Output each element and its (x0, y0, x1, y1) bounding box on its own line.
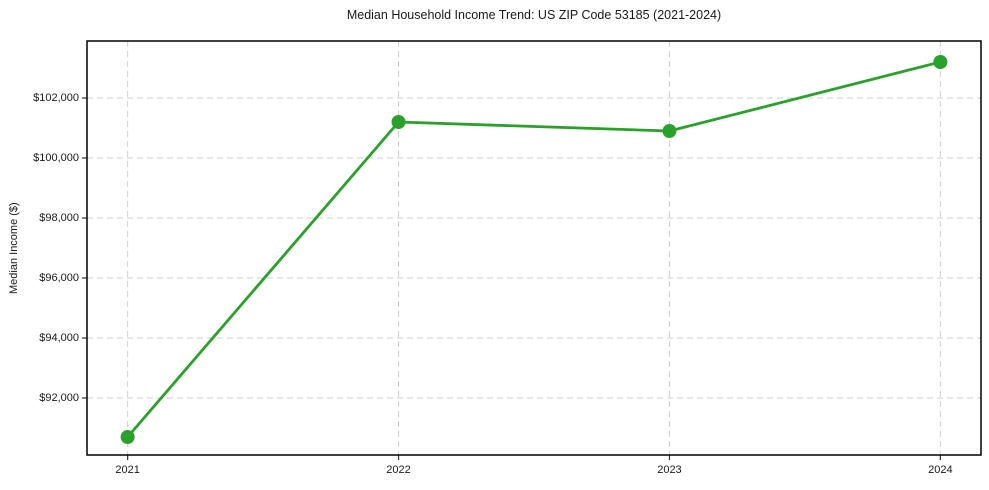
y-tick-label: $98,000 (39, 212, 79, 224)
income-trend-line (126, 60, 941, 438)
chart-title: Median Household Income Trend: US ZIP Co… (346, 8, 722, 22)
data-point-marker (933, 55, 948, 69)
y-tick-label: $100,000 (33, 152, 79, 164)
x-tick-label: 2022 (386, 464, 411, 476)
y-tick-label: $94,000 (39, 332, 79, 344)
plot-frame (86, 40, 982, 456)
data-point-marker (662, 124, 677, 138)
y-tick-label: $96,000 (39, 272, 79, 284)
x-tick-label: 2021 (115, 464, 140, 476)
y-tick-label: $102,000 (33, 92, 79, 104)
data-point-marker (120, 430, 135, 444)
x-tick-label: 2023 (657, 464, 682, 476)
data-point-marker (391, 115, 406, 129)
y-tick-label: $92,000 (39, 392, 79, 404)
x-tick-label: 2024 (928, 464, 953, 476)
